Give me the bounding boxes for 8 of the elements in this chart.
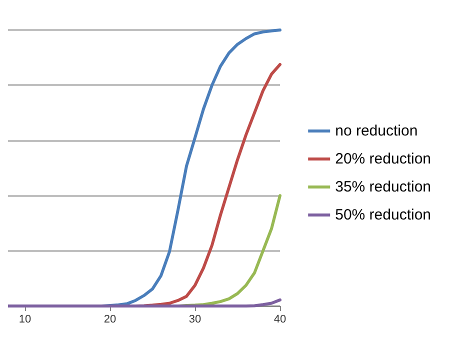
x-tick-label: 10 bbox=[18, 314, 32, 326]
x-tick-label: 20 bbox=[104, 314, 116, 326]
x-tick-label: 30 bbox=[188, 314, 202, 326]
legend-label: 20% reduction bbox=[335, 150, 432, 168]
legend-label: 50% reduction bbox=[335, 206, 432, 224]
legend-label: 35% reduction bbox=[335, 178, 432, 196]
x-tick-label: 40 bbox=[274, 314, 286, 326]
legend-label: no reduction bbox=[335, 122, 418, 140]
